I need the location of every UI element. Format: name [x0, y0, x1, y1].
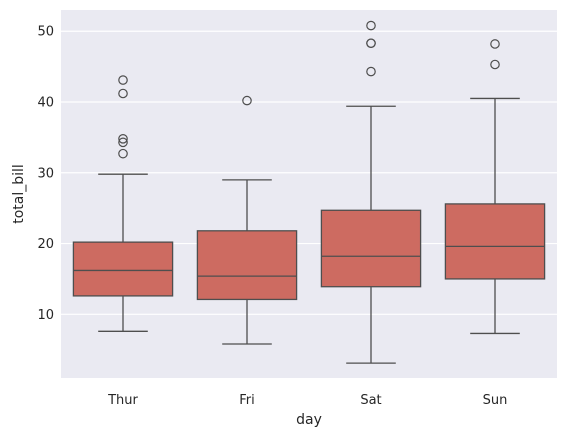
outlier-sun-0 [490, 59, 500, 70]
boxes [72, 20, 546, 364]
outlier-sun-1 [490, 39, 500, 49]
x-axis-ticks: Thur Fri Sat Sun [107, 393, 507, 408]
iqr-box-thur [72, 241, 174, 297]
box-fri [196, 95, 298, 345]
x-axis-label: day [296, 412, 322, 428]
plot-background [61, 10, 557, 378]
y-tick-label-50: 50 [37, 25, 54, 40]
outlier-sat-2 [366, 38, 376, 49]
outlier-thur-3 [118, 88, 128, 99]
outlier-thur-2 [118, 134, 128, 144]
outlier-thur-4 [118, 75, 128, 85]
box-thur [72, 75, 174, 332]
x-tick-label-fri: Fri [239, 393, 255, 408]
x-tick-label-sun: Sun [483, 393, 508, 408]
outlier-fri-0 [242, 95, 252, 106]
outlier-thur-0 [118, 148, 128, 159]
box-sun [444, 39, 546, 335]
iqr-box-sun [444, 203, 546, 280]
y-tick-label-40: 40 [37, 96, 54, 111]
outlier-thur-1 [118, 137, 128, 148]
y-axis-ticks: 10 20 30 40 50 [37, 25, 54, 323]
y-tick-label-10: 10 [37, 308, 54, 323]
outlier-sat-3 [366, 20, 376, 31]
y-axis-label: total_bill [11, 164, 27, 224]
x-tick-label-sat: Sat [360, 393, 381, 408]
y-tick-label-20: 20 [37, 237, 54, 252]
iqr-box-sat [320, 209, 422, 288]
outlier-sat-0 [366, 66, 376, 77]
box-sat [320, 20, 422, 364]
y-tick-label-30: 30 [37, 166, 54, 181]
iqr-box-fri [196, 230, 298, 301]
x-tick-label-thur: Thur [107, 393, 138, 408]
